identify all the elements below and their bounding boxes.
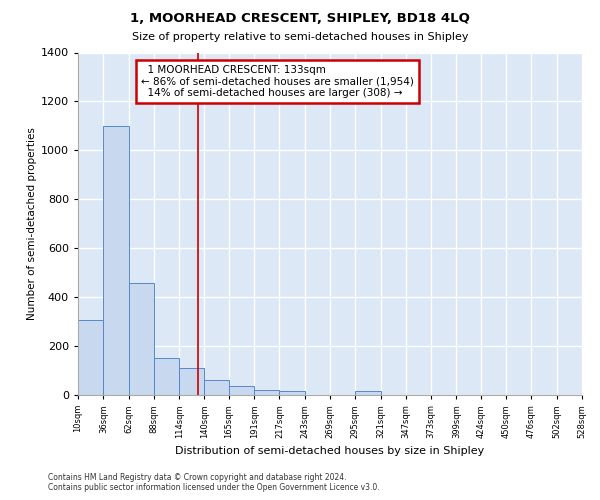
Text: Contains HM Land Registry data © Crown copyright and database right 2024.
Contai: Contains HM Land Registry data © Crown c… (48, 473, 380, 492)
Bar (154, 358, 179, 395)
Text: Size of property relative to semi-detached houses in Shipley: Size of property relative to semi-detach… (132, 32, 468, 42)
Bar (280, 390, 305, 395)
Bar (103, 126, 128, 395)
Text: 1 MOORHEAD CRESCENT: 133sqm
← 86% of semi-detached houses are smaller (1,954)
  : 1 MOORHEAD CRESCENT: 133sqm ← 86% of sem… (141, 64, 414, 98)
X-axis label: Distribution of semi-detached houses by size in Shipley: Distribution of semi-detached houses by … (175, 446, 485, 456)
Bar (254, 390, 280, 395)
Bar (78, 320, 103, 395)
Text: 1, MOORHEAD CRESCENT, SHIPLEY, BD18 4LQ: 1, MOORHEAD CRESCENT, SHIPLEY, BD18 4LQ (130, 12, 470, 26)
Bar (355, 392, 380, 395)
Bar (179, 368, 205, 395)
Bar (128, 282, 154, 395)
Bar (205, 380, 229, 395)
Y-axis label: Number of semi-detached properties: Number of semi-detached properties (26, 128, 37, 320)
Bar (229, 386, 254, 395)
